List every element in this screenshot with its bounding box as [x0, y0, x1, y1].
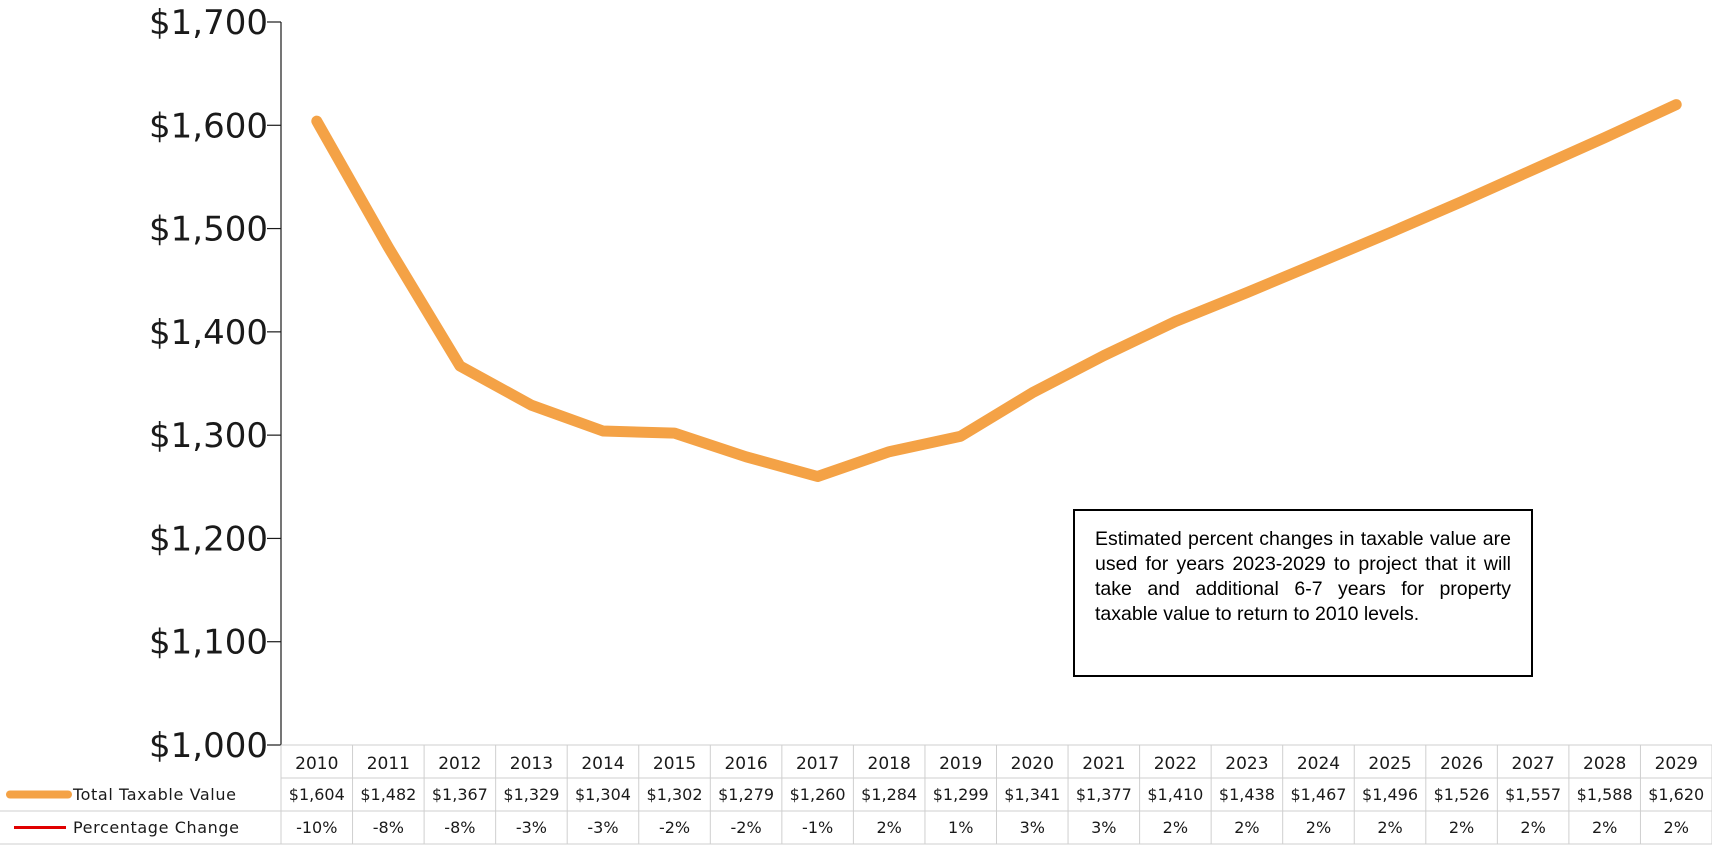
table-cell: $1,438 [1219, 785, 1275, 804]
table-cell: $1,588 [1577, 785, 1633, 804]
table-cell: $1,299 [933, 785, 989, 804]
x-tick-label: 2018 [868, 754, 911, 774]
table-cell: 2% [1306, 818, 1331, 837]
table-cell: $1,410 [1147, 785, 1203, 804]
table-cell: $1,620 [1648, 785, 1704, 804]
x-tick-label: 2016 [724, 754, 767, 774]
x-tick-label: 2029 [1655, 754, 1698, 774]
x-tick-label: 2022 [1154, 754, 1197, 774]
x-tick-label: 2010 [295, 754, 338, 774]
x-tick-label: 2026 [1440, 754, 1483, 774]
x-tick-label: 2025 [1368, 754, 1411, 774]
table-cell: 2% [876, 818, 901, 837]
x-tick-label: 2011 [367, 754, 410, 774]
x-tick-label: 2021 [1082, 754, 1125, 774]
annotation-box: Estimated percent changes in taxable val… [1073, 509, 1533, 677]
table-cell: 2% [1234, 818, 1259, 837]
table-cell: -8% [373, 818, 404, 837]
x-tick-label: 2012 [438, 754, 481, 774]
table-cell: $1,377 [1076, 785, 1132, 804]
table-cell: $1,304 [575, 785, 631, 804]
table-cell: $1,526 [1434, 785, 1490, 804]
series-line-total-taxable-value [311, 99, 1682, 482]
table-cell: 3% [1020, 818, 1045, 837]
x-tick-label: 2015 [653, 754, 696, 774]
y-tick-label: $1,500 [149, 210, 268, 250]
table-cell: $1,329 [503, 785, 559, 804]
x-tick-label: 2020 [1011, 754, 1054, 774]
x-tick-label: 2017 [796, 754, 839, 774]
table-cell: $1,284 [861, 785, 917, 804]
annotation-text: Estimated percent changes in taxable val… [1095, 528, 1511, 625]
table-cell: 2% [1592, 818, 1617, 837]
table-cell: 1% [948, 818, 973, 837]
table-cell: 2% [1449, 818, 1474, 837]
x-tick-label: 2023 [1225, 754, 1268, 774]
y-tick-label: $1,000 [149, 726, 268, 766]
x-tick-label: 2014 [581, 754, 624, 774]
table-cell: $1,279 [718, 785, 774, 804]
y-tick-label: $1,100 [149, 623, 268, 663]
series-name: Percentage Change [73, 818, 240, 837]
table-cell: $1,302 [647, 785, 703, 804]
y-tick-label: $1,200 [149, 519, 268, 559]
table-cell: $1,482 [360, 785, 416, 804]
table-cell: $1,557 [1505, 785, 1561, 804]
x-tick-label: 2027 [1511, 754, 1554, 774]
table-cell: -1% [802, 818, 833, 837]
series-name: Total Taxable Value [72, 785, 237, 804]
table-cell: $1,341 [1004, 785, 1060, 804]
table-cell: $1,467 [1290, 785, 1346, 804]
series-layer [311, 99, 1682, 482]
x-tick-label: 2028 [1583, 754, 1626, 774]
y-tick-label: $1,700 [149, 3, 268, 43]
table-cell: -2% [659, 818, 690, 837]
table-cell: 2% [1520, 818, 1545, 837]
table-cell: 2% [1664, 818, 1689, 837]
table-cell: $1,496 [1362, 785, 1418, 804]
data-table: 2010 2011 2012 2013 2014 2015 2016 2017 2018 2019… [0, 744, 1712, 845]
y-tick-label: $1,400 [149, 313, 268, 353]
table-cell: -3% [516, 818, 547, 837]
table-cell: -2% [730, 818, 761, 837]
table-cell: 2% [1163, 818, 1188, 837]
x-tick-label: 2013 [510, 754, 553, 774]
table-cell: 3% [1091, 818, 1116, 837]
table-cell: $1,604 [289, 785, 345, 804]
table-cell: -8% [444, 818, 475, 837]
y-tick-label: $1,300 [149, 416, 268, 456]
table-cell: -3% [587, 818, 618, 837]
y-axis-ticks: $1,000 $1,100 $1,200 $1,300 $1,400 $1,500 $1,6… [149, 3, 281, 766]
x-tick-label: 2019 [939, 754, 982, 774]
y-tick-label: $1,600 [149, 106, 268, 146]
table-cell: -10% [296, 818, 337, 837]
table-cell: $1,367 [432, 785, 488, 804]
table-cell: $1,260 [790, 785, 846, 804]
table-cell: 2% [1377, 818, 1402, 837]
x-tick-label: 2024 [1297, 754, 1340, 774]
